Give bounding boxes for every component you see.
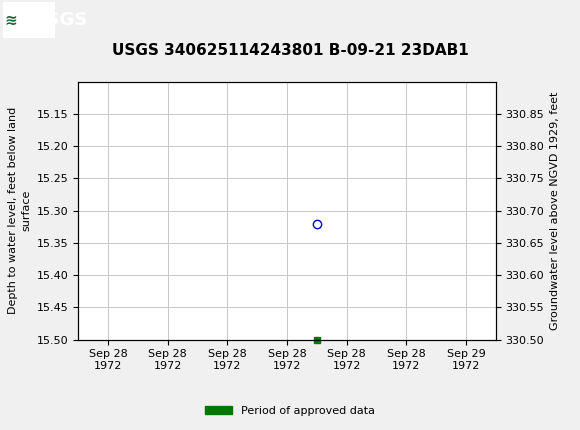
Y-axis label: Groundwater level above NGVD 1929, feet: Groundwater level above NGVD 1929, feet (550, 92, 560, 330)
Text: USGS: USGS (32, 11, 87, 29)
Legend: Period of approved data: Period of approved data (200, 401, 380, 420)
FancyBboxPatch shape (3, 2, 55, 38)
Text: ≋: ≋ (4, 12, 17, 28)
Text: USGS 340625114243801 B-09-21 23DAB1: USGS 340625114243801 B-09-21 23DAB1 (111, 43, 469, 58)
Y-axis label: Depth to water level, feet below land
surface: Depth to water level, feet below land su… (8, 107, 31, 314)
